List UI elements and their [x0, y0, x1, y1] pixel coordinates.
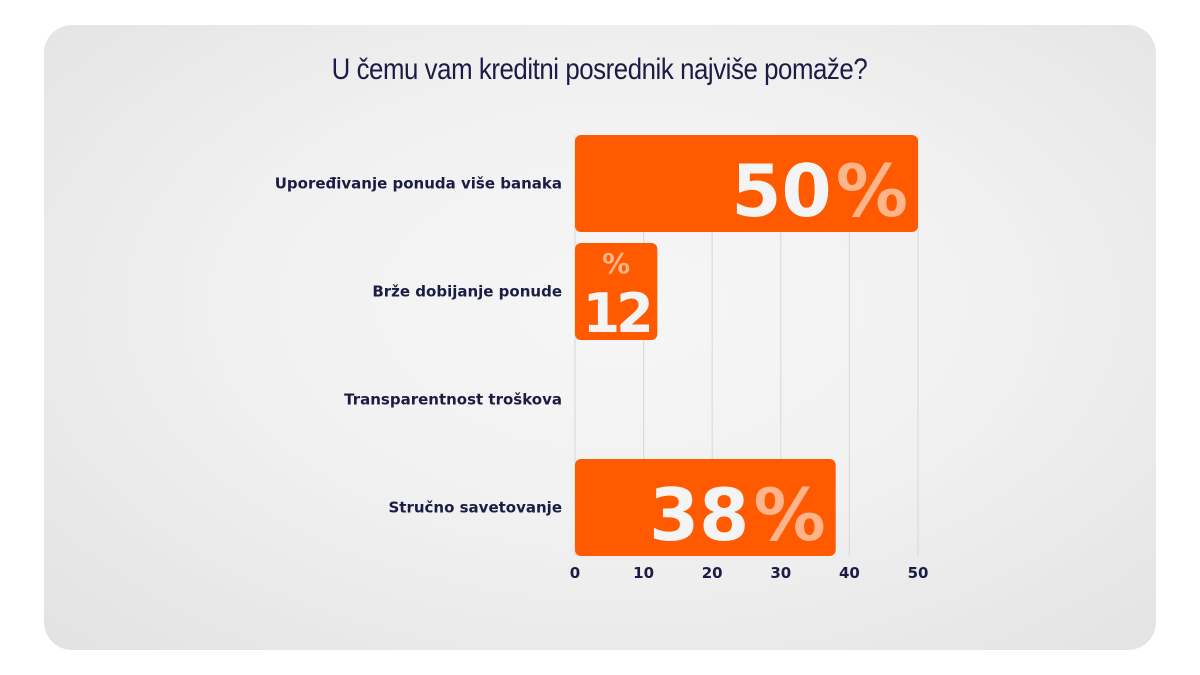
x-tick-label: 0	[570, 564, 580, 582]
bar-value-label: 38	[649, 473, 749, 557]
x-axis-ticks: 0 10 20 30 40 50	[570, 564, 929, 582]
x-tick-label: 10	[633, 564, 654, 582]
x-tick-label: 50	[908, 564, 929, 582]
bar	[575, 459, 836, 556]
category-label: Brže dobijanje ponude	[372, 283, 562, 301]
category-label: Stručno savetovanje	[388, 499, 562, 517]
bar-percent-sign: %	[602, 247, 630, 280]
x-tick-label: 20	[702, 564, 723, 582]
bar-value-group: %50	[731, 149, 908, 233]
bar	[575, 135, 918, 232]
x-tick-label: 30	[770, 564, 791, 582]
bar-value-label: 12	[583, 282, 650, 345]
bar	[575, 243, 658, 340]
bar-value-group: %38	[649, 473, 826, 557]
category-label: Upoređivanje ponuda više banaka	[275, 175, 562, 193]
category-label: Transparentnost troškova	[344, 391, 562, 409]
bar-percent-sign: %	[754, 473, 826, 557]
bars: %50%12%38	[575, 135, 918, 557]
bar-value-group: %12	[583, 247, 654, 345]
bar-percent-sign: %	[836, 149, 908, 233]
chart-title: U čemu vam kreditni posrednik najviše po…	[331, 53, 868, 86]
bar-value-label: 50	[731, 149, 831, 233]
category-labels: Upoređivanje ponuda više banaka Brže dobi…	[275, 175, 562, 517]
x-tick-label: 40	[839, 564, 860, 582]
